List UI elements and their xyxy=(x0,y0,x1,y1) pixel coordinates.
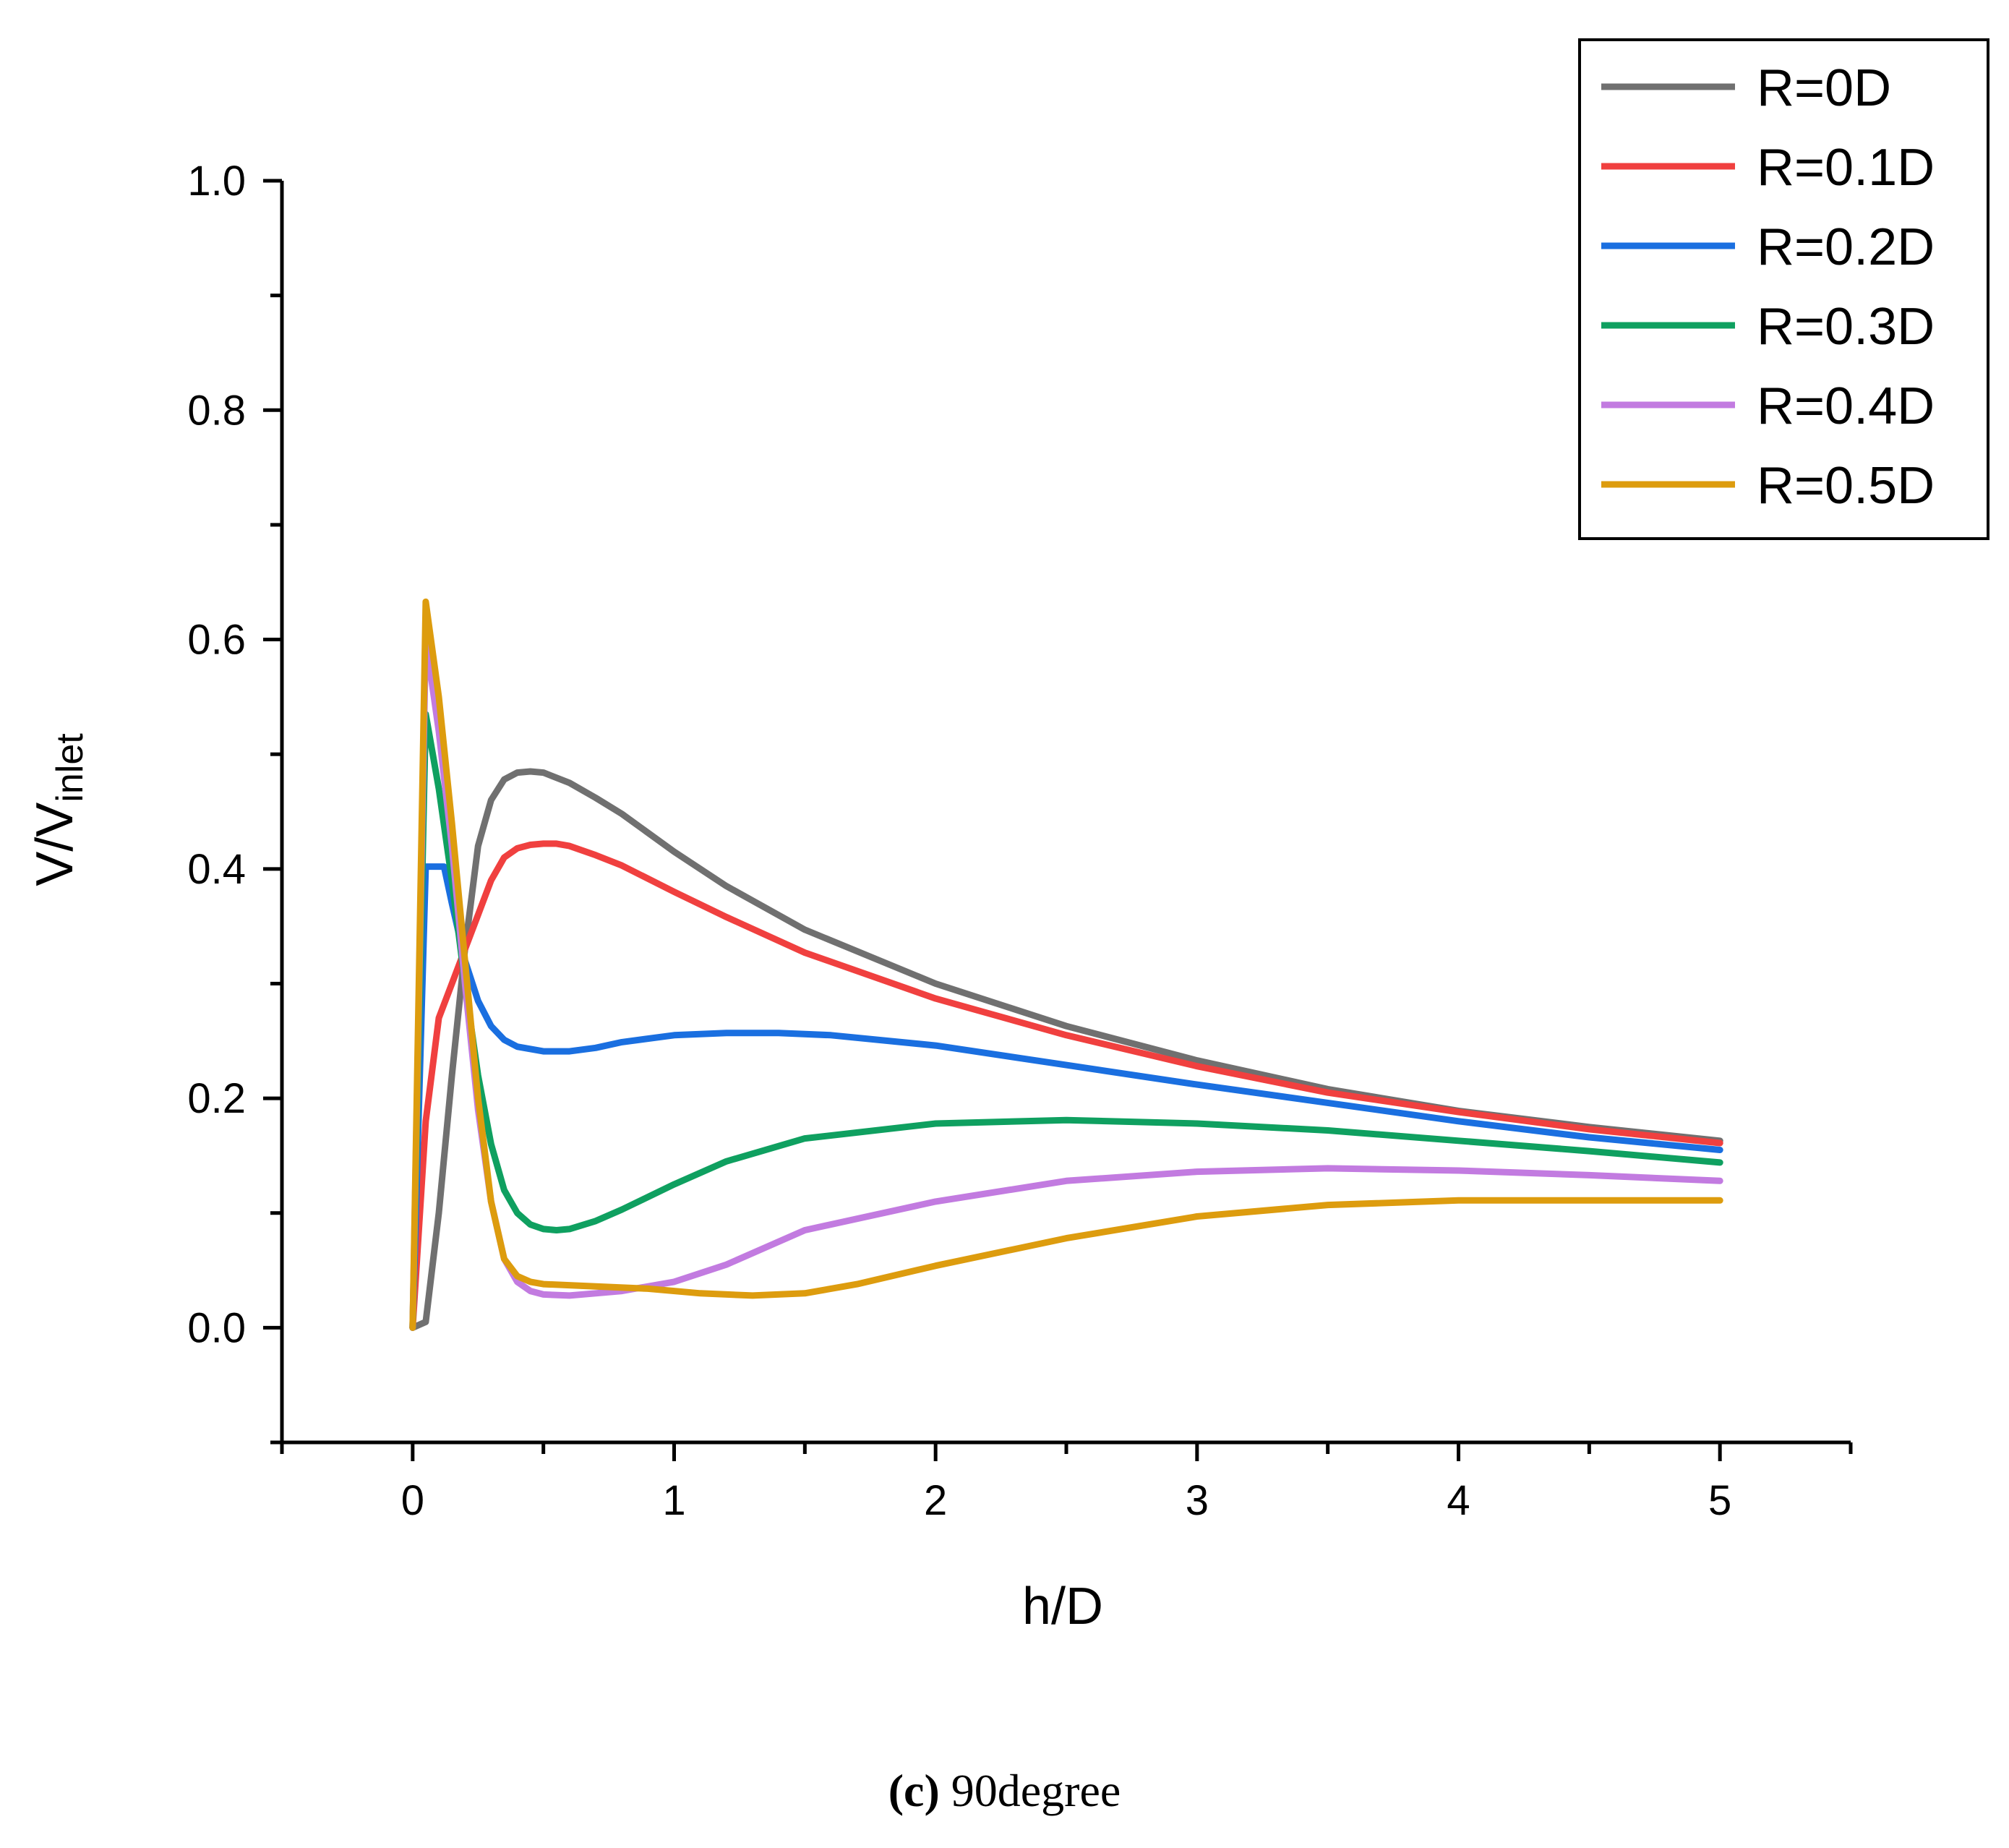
legend-label: R=0.3D xyxy=(1757,298,1935,356)
x-tick-label: 3 xyxy=(1186,1477,1209,1524)
legend-label: R=0.2D xyxy=(1757,218,1935,276)
legend-label: R=0.1D xyxy=(1757,139,1935,197)
y-tick-label: 0.4 xyxy=(187,846,246,893)
x-tick-label: 2 xyxy=(924,1477,947,1524)
x-tick-label: 0 xyxy=(401,1477,424,1524)
caption-label: (c) xyxy=(888,1765,940,1816)
x-axis-label: h/D xyxy=(1022,1578,1103,1635)
series-line-r-0-4d xyxy=(409,636,1723,1331)
series-line-r-0-2d xyxy=(409,863,1723,1331)
y-tick-label: 0.0 xyxy=(187,1304,246,1351)
series-line-r-0-1d xyxy=(409,840,1723,1331)
y-tick-label: 0.8 xyxy=(187,387,246,434)
y-tick-label: 0.2 xyxy=(187,1075,246,1122)
tick-labels: 0 1 2 3 4 5 0.0 0.2 0.4 0.6 0.8 1.0 xyxy=(187,158,1731,1524)
legend: R=0D R=0.1D R=0.2D R=0.3D R=0.4D R=0.5D xyxy=(1578,38,1989,540)
series-line-r-0d xyxy=(409,768,1723,1331)
legend-box xyxy=(1578,38,1989,540)
legend-label: R=0.5D xyxy=(1757,457,1935,515)
x-tick-label: 4 xyxy=(1447,1477,1470,1524)
y-tick-label: 0.6 xyxy=(187,617,246,664)
y-axis-label-subscript: inlet xyxy=(49,733,91,803)
series-lines xyxy=(409,598,1723,1331)
y-axis-label: V/Vinlet xyxy=(26,733,91,886)
y-axis-label-main: V/V xyxy=(26,803,84,886)
y-tick-label: 1.0 xyxy=(187,158,246,205)
legend-label: R=0.4D xyxy=(1757,377,1935,435)
series-line-r-0-5d xyxy=(409,598,1723,1331)
caption-text: 90degree xyxy=(939,1765,1121,1816)
legend-label: R=0D xyxy=(1757,59,1891,117)
figure-caption: (c) 90degree xyxy=(0,1764,2009,1818)
x-tick-label: 5 xyxy=(1708,1477,1731,1524)
x-tick-label: 1 xyxy=(662,1477,685,1524)
axes xyxy=(263,179,1853,1461)
